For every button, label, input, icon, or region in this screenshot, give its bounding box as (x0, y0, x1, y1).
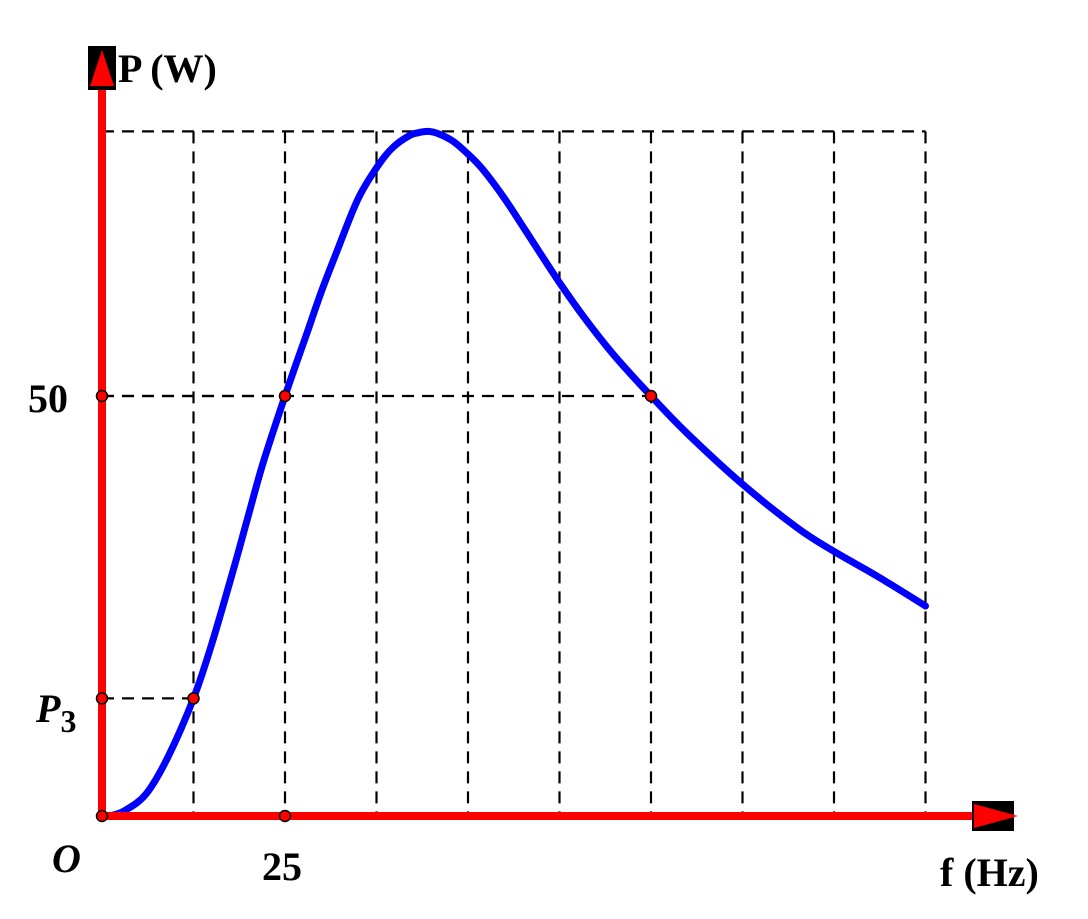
x-axis-label: f (Hz) (940, 850, 1039, 895)
marked-points (95, 389, 658, 823)
power-curve-1 (105, 127, 929, 820)
y-tick-label-p3: P3 (35, 686, 76, 739)
grid-lines (102, 130, 927, 816)
curve-layer (105, 127, 929, 820)
x-tick-label-25: 25 (262, 844, 302, 889)
y-tick-label-50: 50 (28, 376, 68, 421)
origin-label: O (52, 836, 81, 881)
marked-point-7 (278, 809, 292, 823)
marked-point-6 (95, 809, 109, 823)
marked-point-3 (644, 389, 658, 403)
y-axis-arrowhead (90, 50, 114, 86)
axes (88, 46, 1018, 831)
guide-lines (102, 394, 651, 700)
y-tick-label-p3-letter: P (35, 686, 61, 731)
marked-point-5 (95, 692, 109, 705)
marked-point-2 (278, 389, 292, 403)
y-axis-label: P (W) (118, 46, 217, 91)
x-axis-arrowhead (974, 804, 1018, 828)
marked-point-4 (95, 389, 109, 403)
y-tick-label-p3-subscript: 3 (60, 703, 76, 739)
marked-point-1 (187, 692, 200, 705)
